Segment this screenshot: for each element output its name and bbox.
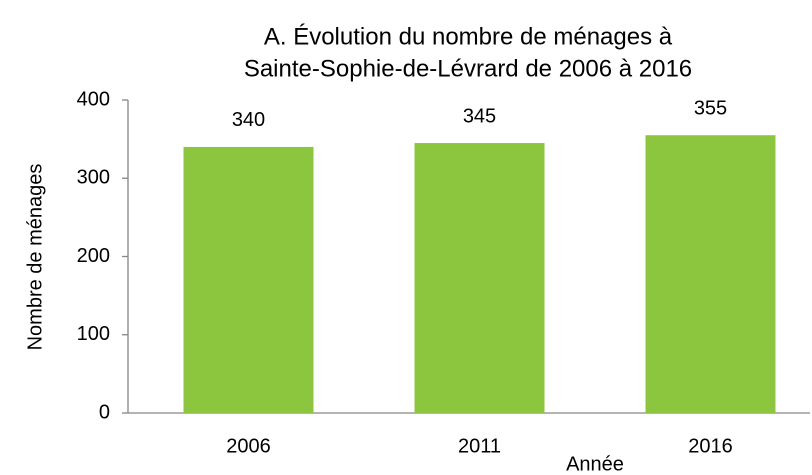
x-tick-label: 2016 xyxy=(688,435,733,457)
y-tick-label: 400 xyxy=(77,88,110,110)
chart-title: A. Évolution du nombre de ménages à xyxy=(264,23,673,50)
y-tick-label: 0 xyxy=(99,401,110,423)
y-tick-label: 200 xyxy=(77,245,110,267)
bar xyxy=(645,135,776,413)
data-label: 340 xyxy=(232,109,265,131)
x-tick-label: 2006 xyxy=(226,435,271,457)
y-axis-label: Nombre de ménages xyxy=(24,164,46,351)
x-axis-label: Année xyxy=(566,453,624,475)
y-tick-label: 300 xyxy=(77,167,110,189)
y-tick-label: 100 xyxy=(77,323,110,345)
data-label: 355 xyxy=(694,97,727,119)
x-tick-label: 2011 xyxy=(458,435,501,457)
chart-title: Sainte-Sophie-de-Lévrard de 2006 à 2016 xyxy=(244,55,692,82)
bar xyxy=(183,146,314,413)
bar xyxy=(414,143,545,413)
data-label: 345 xyxy=(463,105,496,127)
